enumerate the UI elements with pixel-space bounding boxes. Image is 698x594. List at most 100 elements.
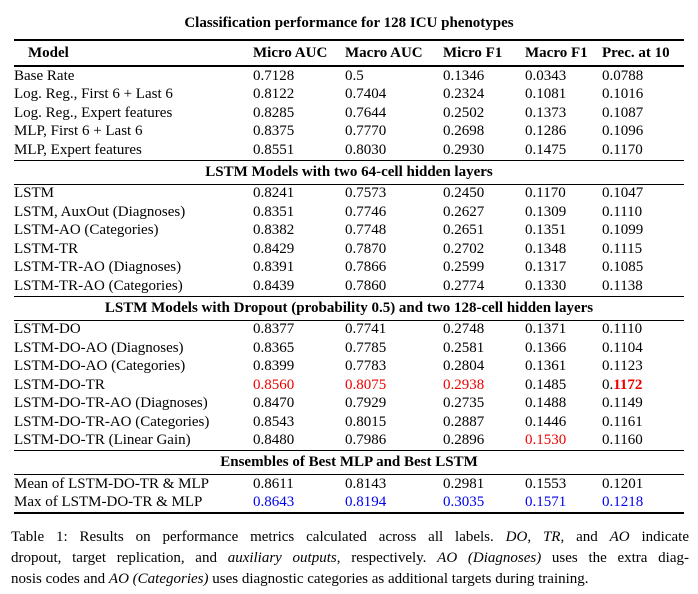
- value-cell: 0.7860: [345, 277, 387, 294]
- value-cell: 0.8241: [253, 185, 295, 202]
- model-name-cell: LSTM-DO-TR: [14, 376, 105, 393]
- value-cell: 0.2748: [443, 321, 485, 338]
- value-cell: 0.1351: [525, 222, 567, 239]
- value-cell: 0.1346: [443, 67, 485, 84]
- value-cell: 0.1530: [525, 432, 567, 449]
- value-cell: 0.8365: [253, 339, 295, 356]
- table-row: MLP, First 6 + Last 6 0.8375 0.7770 0.2698 0…: [14, 123, 684, 142]
- value-cell: 0.2774: [443, 277, 485, 294]
- value-cell: 0.1085: [602, 259, 644, 276]
- caption-segment: uses the extra diag-: [541, 550, 689, 566]
- value-cell: 0.2735: [443, 395, 485, 412]
- caption-segment: DO: [505, 529, 528, 545]
- section-header: LSTM Models with Dropout (probability 0.…: [14, 295, 684, 321]
- model-name-cell: LSTM-DO-TR-AO (Diagnoses): [14, 395, 208, 412]
- value-cell: 0.1488: [525, 395, 567, 412]
- value-cell: 0.1475: [525, 141, 567, 158]
- value-cell: 0.2702: [443, 240, 485, 257]
- caption-segment: dropout, target replication, and: [11, 550, 228, 566]
- section-header: Ensembles of Best MLP and Best LSTM: [14, 450, 684, 475]
- section-header-row: LSTM Models with Dropout (probability 0.…: [14, 295, 684, 321]
- value-cell: 0.1096: [602, 123, 644, 140]
- model-name-cell: Mean of LSTM-DO-TR & MLP: [14, 475, 209, 492]
- caption-line: Table 1: Results on performance metrics …: [11, 527, 689, 548]
- model-name-cell: Log. Reg., First 6 + Last 6: [14, 86, 173, 103]
- model-name-cell: LSTM-TR-AO (Diagnoses): [14, 259, 182, 276]
- value-cell: 0.8391: [253, 259, 295, 276]
- value-cell: 0.1016: [602, 86, 644, 103]
- value-cell: 0.7644: [345, 104, 387, 121]
- value-cell: 0.1218: [602, 493, 684, 514]
- value-cell: 0.1081: [525, 86, 567, 103]
- value-cell: 0.7573: [345, 185, 387, 202]
- value-cell: 0.2599: [443, 259, 485, 276]
- value-cell: 0.8480: [253, 432, 295, 449]
- value-cell: 0.8470: [253, 395, 295, 412]
- value-cell: 0.1115: [602, 240, 643, 257]
- value-cell: 0.3035: [443, 493, 525, 514]
- value-cell: 0.2938: [443, 376, 485, 393]
- value-cell: 0.8143: [345, 475, 387, 492]
- value-cell: 0.2698: [443, 123, 485, 140]
- value-cell: 0.8543: [253, 413, 295, 430]
- table-row: LSTM-DO-TR (Linear Gain) 0.8480 0.7986 0.28…: [14, 432, 684, 451]
- value-cell: 0.1087: [602, 104, 644, 121]
- value-cell: 0.7866: [345, 259, 387, 276]
- table-row: LSTM-AO (Categories) 0.8382 0.7748 0.2651 0.…: [14, 222, 684, 241]
- value-cell: 0.1309: [525, 203, 567, 220]
- table-row: MLP, Expert features 0.8551 0.8030 0.2930 0.…: [14, 141, 684, 160]
- value-cell: 0.1373: [525, 104, 567, 121]
- table-row: LSTM-DO-TR-AO (Categories) 0.8543 0.8015 0.…: [14, 413, 684, 432]
- caption-segment: uses diagnostic categories as additional…: [208, 571, 589, 587]
- value-cell: 0.1099: [602, 222, 644, 239]
- caption-segment: AO (Categories): [108, 571, 209, 587]
- value-cell: 0.8351: [253, 203, 295, 220]
- value-cell: 0.2502: [443, 104, 485, 121]
- section-header-row: Ensembles of Best MLP and Best LSTM: [14, 450, 684, 475]
- value-cell: 0.1172: [602, 376, 684, 395]
- table-row: LSTM-DO-TR 0.8560 0.8075 0.2938 0.1485 0.1172: [14, 376, 684, 395]
- model-name-cell: LSTM-DO-TR-AO (Categories): [14, 413, 210, 430]
- value-cell: 0.8399: [253, 358, 295, 375]
- value-cell: 0.1138: [602, 277, 643, 294]
- value-cell: 0.8375: [253, 123, 295, 140]
- value-cell: 0.1149: [602, 395, 643, 412]
- value-cell: 0.1366: [525, 339, 567, 356]
- value-cell: 0.8382: [253, 222, 295, 239]
- value-cell: 0.1348: [525, 240, 567, 257]
- model-name-cell: MLP, Expert features: [14, 141, 142, 158]
- value-cell: 0.8429: [253, 240, 295, 257]
- value-cell: 0.7746: [345, 203, 387, 220]
- table-row: Base Rate 0.7128 0.5 0.1346 0.0343 0.0788: [14, 66, 684, 86]
- value-cell: 0.1201: [602, 475, 644, 492]
- caption-segment: nosis codes and: [11, 571, 109, 587]
- table-caption: Table 1: Results on performance metrics …: [11, 527, 689, 590]
- value-cell: 0.1110: [602, 321, 643, 338]
- caption-segment: ,: [527, 529, 543, 545]
- table-row: LSTM-TR-AO (Categories) 0.8439 0.7860 0.277…: [14, 277, 684, 296]
- value-cell: 0.0788: [602, 67, 644, 84]
- value-cell: 0.7783: [345, 358, 387, 375]
- value-cell: 0.1286: [525, 123, 567, 140]
- value-cell: 0.7404: [345, 86, 387, 103]
- value-cell: 0.8439: [253, 277, 295, 294]
- caption-segment: auxiliary outputs: [227, 550, 337, 566]
- value-cell: 0.8015: [345, 413, 387, 430]
- column-header: Micro AUC: [253, 39, 345, 67]
- value-cell: 0.7748: [345, 222, 387, 239]
- value-cell: 0.1317: [525, 259, 567, 276]
- value-cell: 0.1330: [525, 277, 567, 294]
- value-cell: 0.7785: [345, 339, 387, 356]
- value-prefix: 0.: [602, 376, 614, 393]
- table-row: LSTM-DO-AO (Diagnoses) 0.8365 0.7785 0.2581…: [14, 339, 684, 358]
- value-highlight: 1172: [613, 376, 643, 393]
- column-header-row: Model Micro AUC Macro AUC Micro F1 Macro F1 P…: [14, 39, 684, 67]
- value-cell: 0.2887: [443, 413, 485, 430]
- column-header: Micro F1: [443, 39, 525, 67]
- value-cell: 0.7128: [253, 67, 295, 84]
- model-name-cell: LSTM-AO (Categories): [14, 222, 159, 239]
- model-name-cell: LSTM-DO-TR (Linear Gain): [14, 432, 191, 449]
- value-cell: 0.2581: [443, 339, 485, 356]
- column-header: Macro AUC: [345, 39, 443, 67]
- caption-segment: , respectively.: [336, 550, 438, 566]
